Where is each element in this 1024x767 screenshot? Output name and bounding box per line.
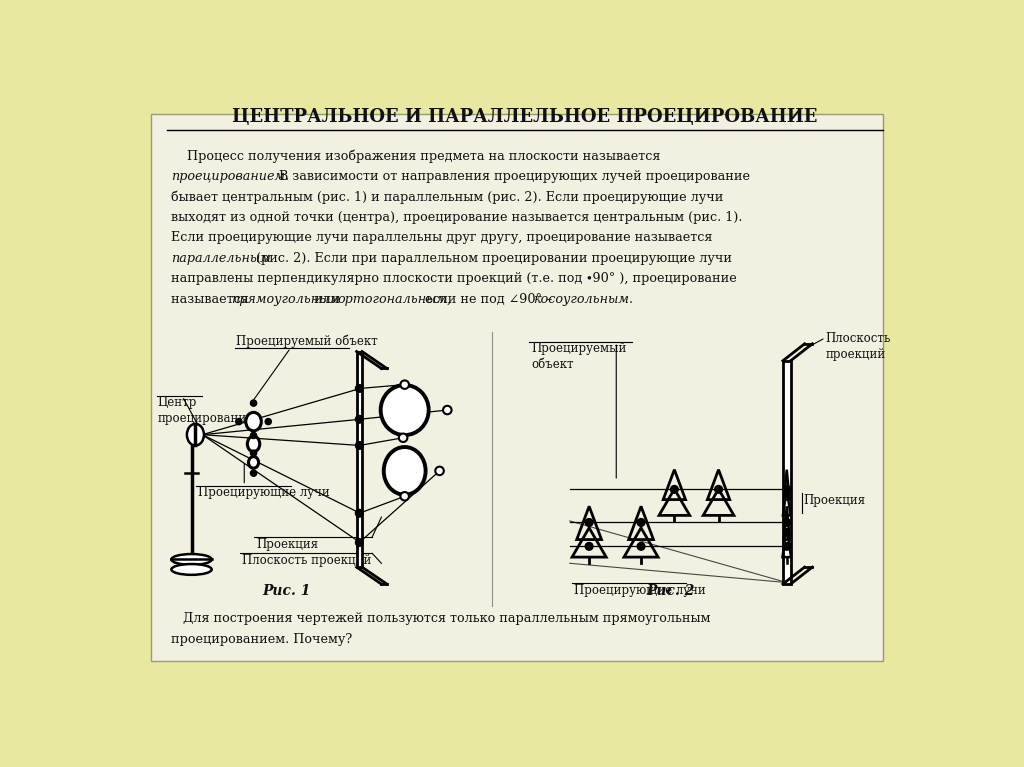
Circle shape bbox=[265, 419, 271, 425]
Circle shape bbox=[236, 419, 242, 425]
Text: Проецирующие лучи: Проецирующие лучи bbox=[573, 584, 706, 597]
Circle shape bbox=[586, 542, 593, 550]
Text: направлены перпендикулярно плоскости проекций (т.е. под ∙90° ), проецирование: направлены перпендикулярно плоскости про… bbox=[171, 272, 736, 285]
Circle shape bbox=[251, 470, 257, 476]
Text: ЦЕНТРАЛЬНОЕ И ПАРАЛЛЕЛЬНОЕ ПРОЕЦИРОВАНИЕ: ЦЕНТРАЛЬНОЕ И ПАРАЛЛЕЛЬНОЕ ПРОЕЦИРОВАНИЕ bbox=[232, 107, 817, 126]
Text: если не под ∠90° –: если не под ∠90° – bbox=[421, 293, 556, 305]
Ellipse shape bbox=[248, 436, 260, 452]
Text: Плоскость
проекций: Плоскость проекций bbox=[825, 332, 891, 361]
Ellipse shape bbox=[384, 447, 426, 495]
Text: В зависимости от направления проецирующих лучей проецирование: В зависимости от направления проецирующи… bbox=[275, 170, 751, 183]
Ellipse shape bbox=[381, 385, 429, 435]
Circle shape bbox=[637, 542, 645, 550]
Circle shape bbox=[355, 442, 364, 449]
Circle shape bbox=[443, 406, 452, 414]
Circle shape bbox=[637, 518, 645, 526]
Text: Центр
проецирования: Центр проецирования bbox=[158, 397, 254, 425]
Ellipse shape bbox=[249, 456, 259, 468]
Text: проецированием.: проецированием. bbox=[171, 170, 289, 183]
Text: выходят из одной точки (центра), проецирование называется центральным (рис. 1).: выходят из одной точки (центра), проецир… bbox=[171, 211, 742, 224]
Bar bbox=[783, 360, 791, 584]
Circle shape bbox=[355, 538, 364, 546]
Text: Проецирующие лучи: Проецирующие лучи bbox=[198, 486, 330, 499]
Circle shape bbox=[399, 433, 408, 442]
Text: Для построения чертежей пользуются только параллельным прямоугольным: Для построения чертежей пользуются тольк… bbox=[171, 612, 710, 625]
Ellipse shape bbox=[171, 564, 212, 574]
Circle shape bbox=[251, 400, 257, 407]
Text: Рис. 1: Рис. 1 bbox=[263, 584, 311, 598]
Text: Процесс получения изображения предмета на плоскости называется: Процесс получения изображения предмета н… bbox=[171, 150, 660, 163]
Ellipse shape bbox=[246, 413, 261, 431]
Text: параллельным: параллельным bbox=[171, 252, 270, 265]
Text: Плоскость проекций: Плоскость проекций bbox=[242, 554, 372, 567]
Text: ортогональным,: ортогональным, bbox=[337, 293, 452, 305]
Text: Проецируемый объект: Проецируемый объект bbox=[237, 334, 378, 347]
Text: бывает центральным (рис. 1) и параллельным (рис. 2). Если проецирующие лучи: бывает центральным (рис. 1) и параллельн… bbox=[171, 191, 723, 204]
Circle shape bbox=[355, 416, 364, 423]
Circle shape bbox=[671, 486, 678, 493]
Circle shape bbox=[783, 542, 791, 550]
Bar bbox=[356, 351, 362, 567]
Text: (рис. 2). Если при параллельном проецировании проецирующие лучи: (рис. 2). Если при параллельном проециро… bbox=[252, 252, 732, 265]
Circle shape bbox=[715, 486, 722, 493]
Circle shape bbox=[355, 384, 364, 393]
Text: косоугольным.: косоугольным. bbox=[534, 293, 633, 305]
Circle shape bbox=[783, 518, 791, 526]
Ellipse shape bbox=[171, 554, 212, 565]
Text: или: или bbox=[310, 293, 343, 305]
Text: Проецируемый
объект: Проецируемый объект bbox=[531, 342, 627, 371]
Text: Проекция: Проекция bbox=[804, 494, 866, 507]
Circle shape bbox=[400, 380, 409, 389]
Text: Рис. 2: Рис. 2 bbox=[646, 584, 694, 598]
Text: Если проецирующие лучи параллельны друг другу, проецирование называется: Если проецирующие лучи параллельны друг … bbox=[171, 232, 712, 245]
Text: проецированием. Почему?: проецированием. Почему? bbox=[171, 633, 352, 646]
Text: прямоугольным: прямоугольным bbox=[231, 293, 340, 305]
Text: Проекция: Проекция bbox=[256, 538, 318, 551]
Circle shape bbox=[435, 466, 443, 475]
Circle shape bbox=[355, 509, 364, 517]
Circle shape bbox=[251, 433, 257, 439]
Circle shape bbox=[586, 518, 593, 526]
Circle shape bbox=[400, 492, 409, 501]
Ellipse shape bbox=[187, 424, 204, 446]
FancyBboxPatch shape bbox=[152, 114, 883, 661]
Text: называется: называется bbox=[171, 293, 252, 305]
Circle shape bbox=[251, 450, 257, 456]
Circle shape bbox=[783, 486, 791, 493]
